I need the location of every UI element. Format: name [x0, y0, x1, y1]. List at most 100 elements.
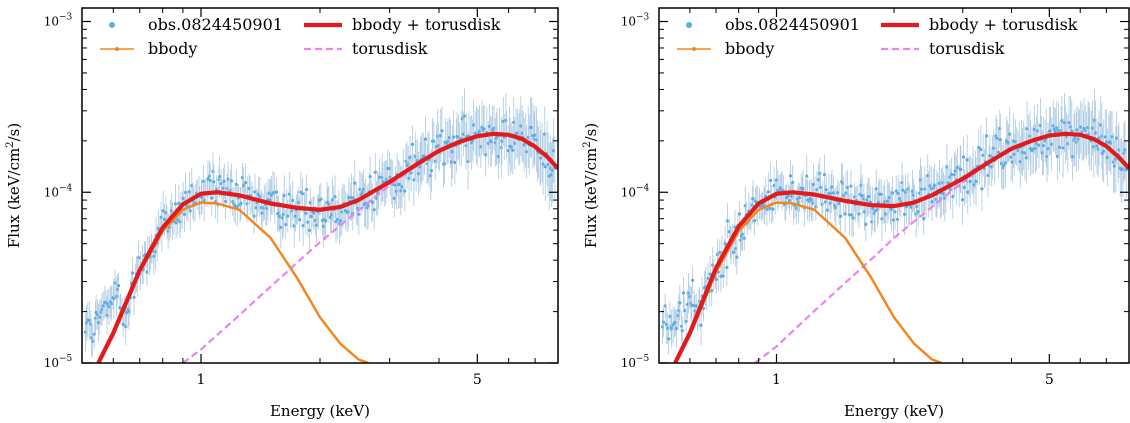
obs-point: [1067, 121, 1071, 125]
obs-point: [951, 195, 955, 199]
obs-point: [1006, 141, 1011, 145]
obs-point: [112, 296, 116, 301]
obs-point: [100, 307, 104, 312]
obs-point: [496, 154, 500, 159]
obs-point: [152, 254, 156, 258]
obs-point: [995, 136, 999, 140]
obs-point: [173, 202, 178, 206]
obs-point: [768, 206, 772, 211]
obs-point: [818, 185, 823, 190]
obs-point: [436, 134, 440, 138]
obs-point: [1016, 148, 1020, 152]
obs-point: [212, 180, 216, 184]
obs-point: [979, 147, 983, 152]
obs-point: [93, 316, 98, 320]
obs-point: [864, 222, 868, 226]
obs-point: [327, 202, 331, 206]
obs-point: [1112, 164, 1116, 168]
obs-point: [291, 198, 295, 203]
obs-point: [127, 309, 131, 313]
legend-marker: [686, 22, 692, 28]
obs-point: [737, 212, 742, 216]
obs-point: [1037, 143, 1041, 147]
obs-point: [1000, 161, 1004, 165]
obs-point: [484, 153, 488, 157]
obs-point: [279, 225, 283, 230]
obs-point: [752, 219, 757, 223]
obs-point: [786, 194, 790, 198]
model-total-line: [673, 131, 1129, 363]
obs-point: [106, 302, 110, 306]
panel-1-axes-frame: [81, 7, 559, 364]
x-tick-label: 5: [473, 372, 482, 388]
obs-point: [901, 188, 905, 192]
obs-point: [742, 236, 746, 240]
obs-point: [990, 165, 994, 169]
obs-point: [201, 179, 206, 183]
obs-point: [314, 223, 318, 228]
obs-point: [522, 143, 526, 147]
obs-point: [515, 131, 519, 135]
obs-point: [977, 145, 981, 150]
obs-point: [1097, 136, 1101, 140]
obs-point: [721, 274, 725, 278]
obs-point: [1020, 150, 1025, 154]
obs-point: [200, 195, 204, 199]
obs-point: [710, 289, 714, 293]
obs-point: [182, 212, 187, 216]
obs-point: [403, 189, 407, 193]
obs-point: [1003, 161, 1008, 165]
obs-point: [233, 204, 237, 208]
obs-point: [1110, 135, 1114, 139]
obs-point: [1073, 136, 1077, 140]
obs-point: [533, 133, 537, 137]
obs-point: [902, 212, 907, 216]
obs-point: [114, 294, 119, 299]
obs-point: [1093, 131, 1098, 135]
obs-point: [984, 134, 989, 138]
obs-point: [471, 123, 476, 127]
obs-point: [941, 181, 945, 185]
obs-point: [282, 193, 286, 198]
obs-point: [368, 175, 372, 179]
obs-point: [125, 311, 129, 315]
panel-1-legend: obs.0824450901 bbody + torusdisk bbody toru…: [100, 15, 501, 58]
obs-point: [972, 183, 976, 187]
obs-point: [121, 322, 125, 327]
obs-point: [997, 150, 1001, 154]
legend-label: obs.0824450901: [148, 15, 283, 34]
legend-marker: [692, 47, 696, 51]
panel-1-y-axis-label: Flux (keV/cm2/s): [5, 123, 23, 248]
obs-point: [253, 190, 257, 194]
obs-point: [312, 211, 316, 215]
obs-point: [1117, 148, 1121, 152]
obs-point: [751, 197, 755, 201]
obs-point: [732, 250, 736, 254]
obs-point: [378, 175, 382, 179]
obs-point: [267, 191, 271, 195]
y-tick-label: 10−5: [621, 354, 650, 370]
legend-marker: [115, 47, 119, 51]
obs-point: [223, 199, 228, 203]
obs-point: [1023, 151, 1027, 155]
obs-point: [693, 309, 697, 313]
legend-label: bbody + torusdisk: [929, 15, 1078, 34]
obs-point: [765, 207, 769, 211]
obs-point: [1066, 142, 1070, 146]
obs-point: [440, 129, 444, 133]
obs-point: [116, 284, 121, 288]
obs-point: [998, 127, 1002, 131]
obs-point: [1008, 132, 1012, 136]
obs-point: [412, 178, 416, 182]
obs-point: [946, 181, 950, 185]
obs-point: [955, 165, 959, 169]
obs-point: [462, 114, 467, 118]
obs-point: [452, 135, 456, 139]
obs-point: [500, 139, 504, 143]
obs-point: [321, 224, 325, 228]
obs-point: [256, 192, 261, 196]
panel-1-y-ticks: 10−5 10−4 10−3: [44, 13, 558, 370]
x-tick-label: 1: [772, 372, 781, 388]
obs-point: [353, 181, 357, 185]
